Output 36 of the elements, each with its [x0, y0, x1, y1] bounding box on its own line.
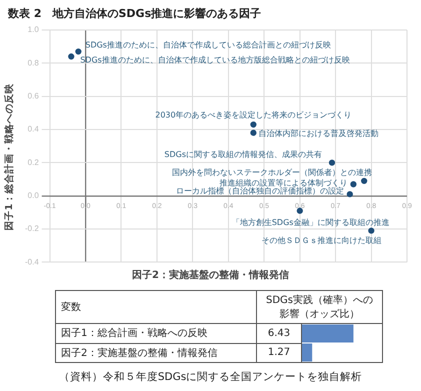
annotation: 推進組織の設置等による体制づくり [219, 178, 348, 188]
point [75, 48, 82, 55]
category-label: 因子1：総合計画・戦略への反映 [61, 328, 208, 340]
point [68, 53, 74, 60]
annotation: 2030年のあるべき姿を設定した将来のビジョンづくり [155, 110, 352, 120]
point [350, 181, 357, 188]
y-tick-label: 1.0 [28, 25, 40, 34]
point [368, 228, 374, 234]
y-tick-label: 0.2 [28, 158, 40, 167]
x-axis-title: 因子2：実施基盤の整備・情報発信 [131, 268, 290, 282]
y-tick-label: -0.4 [24, 257, 40, 266]
y-tick-label: -0.2 [24, 224, 40, 234]
annotation: 国内外を問わないステークホルダー（関係者）との連携 [172, 168, 372, 178]
y-axis-title: 因子1：総合計画・戦略への反映 [3, 82, 16, 232]
y-axis-title: 変数 [56, 290, 256, 324]
annotation: その他ＳＤＧｓ推進に向けた取組 [261, 236, 382, 245]
annotation: 自治体内部における普及啓発活動 [258, 128, 378, 138]
point [361, 178, 368, 184]
annotation: SDGsに関する取組の情報発信、成果の共有 [164, 150, 322, 159]
y-tick-label: 0.4 [28, 124, 40, 134]
chart-title: 数表 2 地方自治体のSDGs推進に影響のある因子 [8, 6, 262, 21]
data-label: 6.43 [256, 324, 302, 343]
category-label: 因子2：実施基盤の整備・情報発信 [61, 348, 218, 359]
text: （資料）令和５年度SDGsに関する全国アンケートを独自解析 [58, 370, 364, 384]
point [328, 160, 336, 166]
x-axis-title: SDGs実践（確率）への影響（オッズ比） [256, 290, 382, 324]
y-tick-label: 0.6 [28, 92, 40, 101]
data-label: 1.27 [256, 343, 302, 362]
point [250, 121, 256, 128]
y-tick-label: 0.8 [28, 58, 40, 68]
point [346, 191, 353, 198]
annotation: ローカル指標（自治体独自の評価指標）の設定 [176, 186, 344, 196]
annotation: 「地方創生SDGs金融」に関する取組の推進 [232, 218, 390, 227]
point [250, 130, 256, 136]
y-tick-label: 0.0 [28, 191, 40, 200]
annotation: SDGs推進のために、自治体で作成している総合計画との紐づけ反映 [85, 40, 331, 50]
